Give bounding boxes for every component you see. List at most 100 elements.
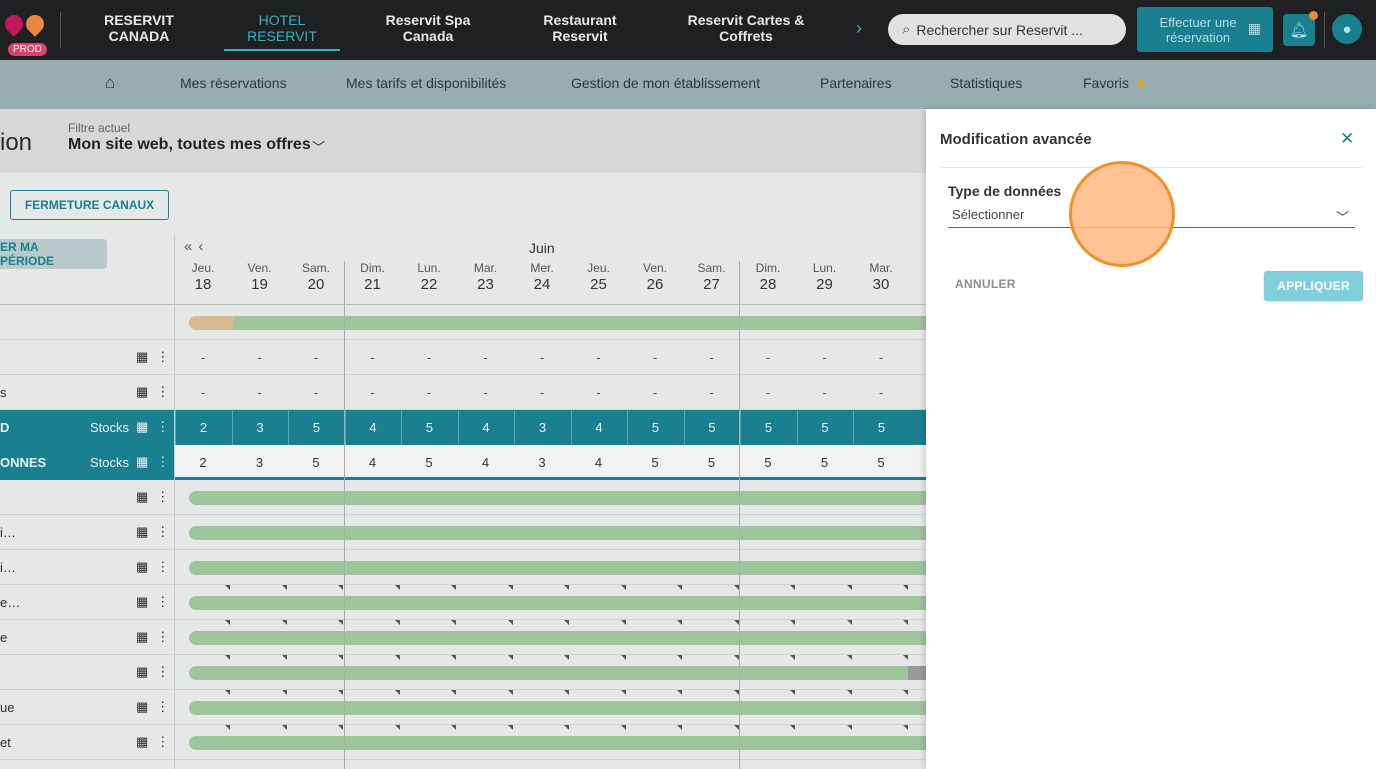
stock-cell[interactable]: 2	[199, 455, 207, 470]
table-cell[interactable]: -	[370, 385, 375, 400]
rate-bar[interactable]	[189, 701, 926, 715]
more-vert-icon[interactable]: ⋮	[156, 629, 178, 644]
table-cell[interactable]: -	[539, 350, 545, 365]
table-cell[interactable]: -	[596, 350, 601, 365]
calendar-icon[interactable]: ▦	[136, 699, 157, 714]
chevron-down-icon[interactable]: ﹀	[312, 140, 326, 155]
more-vert-icon[interactable]: ⋮	[156, 384, 178, 399]
table-cell[interactable]: -	[426, 385, 432, 400]
stock-cell[interactable]: 5	[312, 455, 320, 470]
table-cell[interactable]: -	[200, 385, 206, 400]
chevron-left-icon[interactable]: ‹	[198, 238, 210, 255]
stock-cell[interactable]: 4	[594, 455, 603, 470]
stock-cell[interactable]: 5	[796, 410, 853, 445]
tab-reservit-spa-canada[interactable]: Reservit Spa Canada	[385, 12, 471, 44]
rate-bar[interactable]	[189, 666, 926, 680]
calendar-icon[interactable]: ▦	[136, 349, 157, 364]
table-cell[interactable]: -	[878, 350, 884, 365]
nav-gestion-etablissement[interactable]: Gestion de mon établissement	[571, 75, 761, 91]
stock-cell[interactable]: 3	[514, 410, 570, 445]
home-icon[interactable]: ⌂	[105, 73, 116, 92]
table-cell[interactable]: -	[765, 350, 771, 365]
table-cell[interactable]: -	[709, 350, 714, 365]
nav-tarifs-disponibilites[interactable]: Mes tarifs et disponibilités	[346, 75, 507, 91]
table-cell[interactable]: -	[313, 350, 319, 365]
calendar-icon[interactable]: ▦	[136, 734, 157, 749]
stock-cell[interactable]: 5	[627, 410, 683, 445]
stock-cell[interactable]: 5	[425, 455, 433, 470]
stock-cell[interactable]: 3	[255, 455, 264, 470]
nav-favoris[interactable]: Favoris ★	[1083, 75, 1147, 92]
table-cell[interactable]: -	[426, 350, 432, 365]
apply-button[interactable]: APPLIQUER	[1264, 271, 1363, 301]
rate-bar[interactable]	[189, 736, 926, 750]
date-nav-arrows[interactable]: «‹	[184, 238, 209, 255]
table-cell[interactable]: -	[652, 385, 658, 400]
more-vert-icon[interactable]: ⋮	[156, 524, 178, 539]
search-input[interactable]: ⌕ Rechercher sur Reservit ...	[888, 14, 1126, 45]
table-cell[interactable]: -	[878, 385, 884, 400]
stock-cell[interactable]: 3	[538, 455, 546, 470]
table-cell[interactable]: -	[539, 385, 545, 400]
more-vert-icon[interactable]: ⋮	[156, 349, 178, 364]
close-channels-button[interactable]: FERMETURE CANAUX	[10, 190, 169, 220]
table-cell[interactable]: -	[483, 385, 488, 400]
stock-cell[interactable]: 5	[683, 410, 740, 445]
calendar-icon[interactable]: ▦	[136, 454, 157, 469]
table-cell[interactable]: -	[370, 350, 375, 365]
table-cell[interactable]: -	[709, 385, 714, 400]
more-vert-icon[interactable]: ⋮	[156, 559, 178, 574]
tab-restaurant-reservit[interactable]: Restaurant Reservit	[543, 12, 617, 44]
rate-bar[interactable]	[189, 561, 926, 575]
stock-cell[interactable]: 2	[175, 410, 231, 445]
availability-bar[interactable]	[189, 316, 926, 330]
close-icon[interactable]: ✕	[1340, 129, 1355, 148]
nav-statistiques[interactable]: Statistiques	[950, 75, 1023, 91]
rate-bar[interactable]	[189, 491, 926, 505]
stock-cell[interactable]: 4	[457, 410, 514, 445]
nav-partenaires[interactable]: Partenaires	[820, 75, 892, 91]
more-vert-icon[interactable]: ⋮	[156, 419, 178, 434]
stock-cell[interactable]: 4	[344, 410, 401, 445]
tab-hotel-reservit[interactable]: HOTEL RESERVIT	[224, 12, 340, 51]
calendar-icon[interactable]: ▦	[136, 524, 157, 539]
stock-cell[interactable]: 5	[853, 410, 909, 445]
stock-cell[interactable]: 5	[740, 410, 796, 445]
table-cell[interactable]: -	[652, 350, 658, 365]
nav-mes-reservations[interactable]: Mes réservations	[180, 75, 287, 91]
table-cell[interactable]: -	[596, 385, 601, 400]
period-button[interactable]: ER MA PÉRIODE	[0, 239, 107, 269]
stock-cell[interactable]: 5	[651, 455, 659, 470]
rate-bar[interactable]	[189, 631, 926, 645]
calendar-icon[interactable]: ▦	[136, 384, 157, 399]
user-avatar[interactable]: ●	[1332, 14, 1362, 44]
table-cell[interactable]: -	[200, 350, 206, 365]
more-vert-icon[interactable]: ⋮	[156, 664, 178, 679]
table-cell[interactable]: -	[483, 350, 488, 365]
table-cell[interactable]: -	[313, 385, 319, 400]
cancel-button[interactable]: ANNULER	[955, 277, 1016, 291]
stock-cell[interactable]: 4	[570, 410, 627, 445]
stock-cell[interactable]: 5	[707, 455, 716, 470]
more-vert-icon[interactable]: ⋮	[156, 489, 178, 504]
calendar-icon[interactable]: ▦	[136, 559, 157, 574]
calendar-icon[interactable]: ▦	[136, 594, 157, 609]
stock-cell[interactable]: 5	[877, 455, 885, 470]
notifications-button[interactable]: 🔔︎	[1283, 11, 1318, 46]
stock-cell[interactable]: 5	[764, 455, 772, 470]
tab-cartes-coffrets[interactable]: Reservit Cartes & Coffrets	[687, 12, 805, 44]
calendar-icon[interactable]: ▦	[136, 419, 157, 434]
stock-cell[interactable]: 5	[401, 410, 457, 445]
table-cell[interactable]: -	[257, 350, 262, 365]
rate-bar[interactable]	[189, 596, 926, 610]
table-cell[interactable]: -	[822, 350, 827, 365]
table-cell[interactable]: -	[822, 385, 827, 400]
stock-cell[interactable]: 4	[368, 455, 377, 470]
more-vert-icon[interactable]: ⋮	[156, 699, 178, 714]
book-reservation-button[interactable]: Effectuer une réservation ▦	[1137, 7, 1273, 52]
filter-select[interactable]: Mon site web, toutes mes offres	[68, 136, 311, 153]
calendar-icon[interactable]: ▦	[136, 489, 157, 504]
stock-cell[interactable]: 4	[481, 455, 490, 470]
more-vert-icon[interactable]: ⋮	[156, 454, 178, 469]
more-vert-icon[interactable]: ⋮	[156, 594, 178, 609]
